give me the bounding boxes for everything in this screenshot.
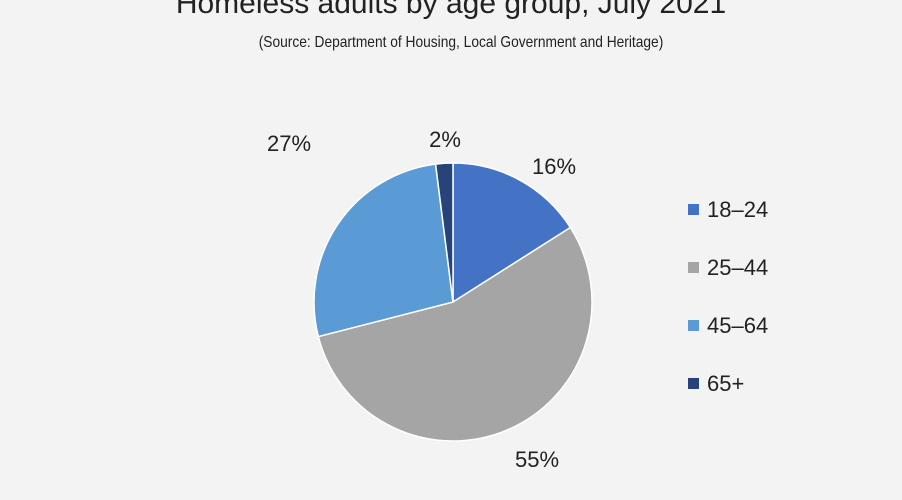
legend-item: 45–64 (688, 312, 768, 370)
legend-swatch (688, 378, 699, 389)
pie-slice-45-64 (313, 163, 454, 338)
legend-label: 65+ (707, 371, 745, 396)
legend-label: 25–44 (707, 255, 769, 280)
pie-slice-25-44 (317, 226, 593, 442)
legend-item: 65+ (688, 370, 768, 428)
data-label-65+: 2% (429, 127, 461, 152)
data-label-45-64: 27% (267, 131, 311, 156)
chart-title: Homeless adults by age group, July 2021 (175, 0, 727, 20)
pie-slice-18-24 (452, 162, 572, 304)
pie-data-labels: 16% 55% 27% 2% (267, 127, 576, 472)
chart-subtitle: (Source: Department of Housing, Local Go… (258, 34, 664, 51)
legend-item: 25–44 (688, 254, 768, 312)
legend-swatch (688, 320, 699, 331)
pie-slice-65+ (434, 162, 454, 303)
data-label-18-24: 16% (532, 154, 576, 179)
pie-slices (313, 162, 593, 442)
legend-label: 45–64 (707, 313, 769, 338)
legend-item: 18–24 (688, 196, 768, 254)
chart-legend: 18–24 25–44 45–64 65+ (688, 196, 768, 428)
legend-swatch (688, 204, 699, 215)
legend-label: 18–24 (707, 197, 769, 222)
legend-swatch (688, 262, 699, 273)
data-label-25-44: 55% (515, 447, 559, 472)
